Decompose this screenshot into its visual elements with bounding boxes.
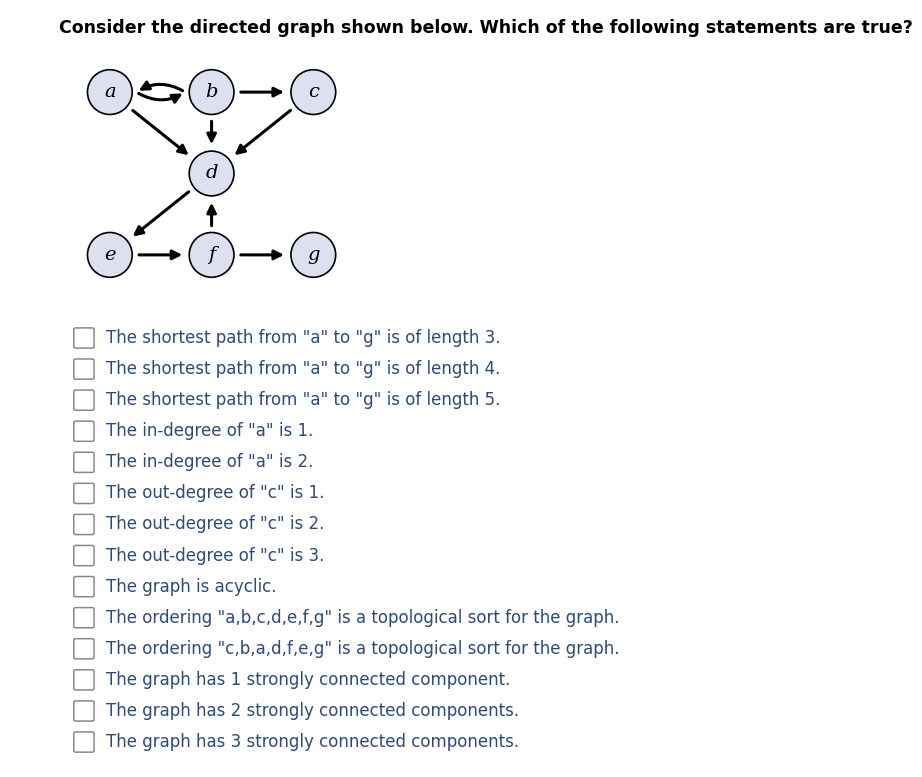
Circle shape xyxy=(88,70,132,114)
FancyArrowPatch shape xyxy=(133,110,186,153)
Text: The out-degree of "c" is 1.: The out-degree of "c" is 1. xyxy=(106,484,325,503)
Text: e: e xyxy=(104,246,115,264)
Text: The out-degree of "c" is 3.: The out-degree of "c" is 3. xyxy=(106,546,325,565)
Circle shape xyxy=(189,70,234,114)
Text: The graph has 1 strongly connected component.: The graph has 1 strongly connected compo… xyxy=(106,671,511,689)
Text: The out-degree of "c" is 2.: The out-degree of "c" is 2. xyxy=(106,515,325,534)
FancyArrowPatch shape xyxy=(136,192,189,235)
Circle shape xyxy=(291,70,336,114)
Text: d: d xyxy=(206,165,218,183)
Circle shape xyxy=(189,151,234,196)
Text: The shortest path from "a" to "g" is of length 5.: The shortest path from "a" to "g" is of … xyxy=(106,391,501,409)
Text: The graph has 3 strongly connected components.: The graph has 3 strongly connected compo… xyxy=(106,733,519,751)
Circle shape xyxy=(189,232,234,277)
FancyArrowPatch shape xyxy=(241,251,280,259)
FancyArrowPatch shape xyxy=(207,121,216,141)
Text: The in-degree of "a" is 1.: The in-degree of "a" is 1. xyxy=(106,422,313,441)
FancyArrowPatch shape xyxy=(138,93,180,103)
FancyArrowPatch shape xyxy=(142,82,183,91)
Text: The graph is acyclic.: The graph is acyclic. xyxy=(106,577,277,596)
Text: c: c xyxy=(308,83,319,101)
Text: g: g xyxy=(307,246,320,264)
Text: a: a xyxy=(104,83,115,101)
FancyArrowPatch shape xyxy=(237,110,290,153)
Text: The shortest path from "a" to "g" is of length 4.: The shortest path from "a" to "g" is of … xyxy=(106,360,501,378)
Text: The graph has 2 strongly connected components.: The graph has 2 strongly connected compo… xyxy=(106,702,519,720)
FancyArrowPatch shape xyxy=(139,251,179,259)
Text: b: b xyxy=(206,83,218,101)
Text: Consider the directed graph shown below. Which of the following statements are t: Consider the directed graph shown below.… xyxy=(59,19,913,37)
Text: The ordering "c,b,a,d,f,e,g" is a topological sort for the graph.: The ordering "c,b,a,d,f,e,g" is a topolo… xyxy=(106,639,620,658)
Text: The ordering "a,b,c,d,e,f,g" is a topological sort for the graph.: The ordering "a,b,c,d,e,f,g" is a topolo… xyxy=(106,608,620,627)
Text: The shortest path from "a" to "g" is of length 3.: The shortest path from "a" to "g" is of … xyxy=(106,329,501,347)
FancyArrowPatch shape xyxy=(241,89,280,96)
Text: f: f xyxy=(208,246,215,264)
Circle shape xyxy=(88,232,132,277)
Circle shape xyxy=(291,232,336,277)
Text: The in-degree of "a" is 2.: The in-degree of "a" is 2. xyxy=(106,453,313,472)
FancyArrowPatch shape xyxy=(207,206,216,225)
